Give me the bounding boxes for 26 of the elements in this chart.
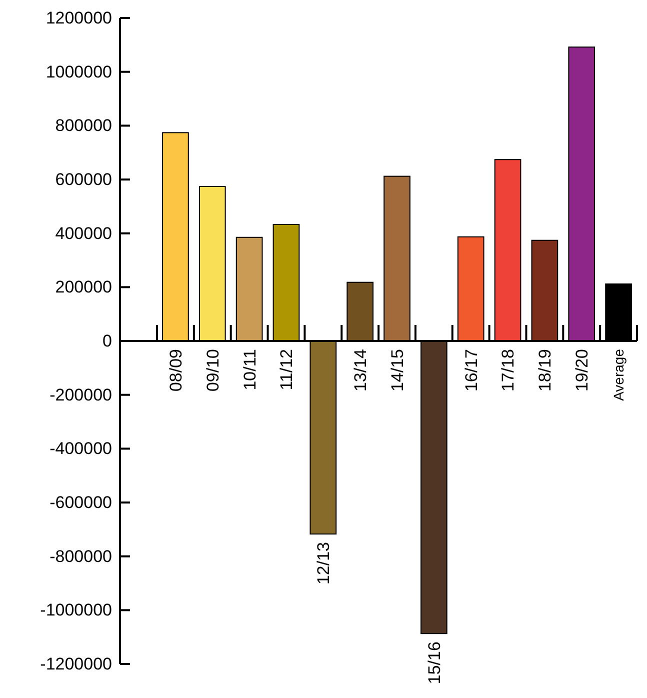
y-tick-label: -800000 (50, 546, 112, 566)
y-tick-label: -400000 (50, 439, 112, 458)
y-tick-label: 1200000 (46, 8, 112, 28)
y-tick-label: -1000000 (40, 600, 112, 620)
x-tick-label: 09/10 (203, 349, 222, 392)
x-tick-label: 11/12 (277, 349, 296, 390)
x-tick-label: 14/15 (388, 349, 407, 392)
y-tick-label: -200000 (50, 385, 112, 404)
x-tick-label: Average (610, 348, 626, 401)
y-tick-label: -600000 (50, 492, 112, 512)
x-tick-label: 18/19 (536, 349, 555, 392)
y-tick-label: 600000 (55, 170, 112, 189)
y-tick-label: 0 (102, 331, 112, 350)
x-tick-label: 12/13 (314, 542, 334, 585)
x-tick-label: 16/17 (462, 349, 481, 392)
y-tick-label: 400000 (55, 224, 112, 243)
x-tick-label: 17/18 (498, 349, 518, 392)
y-tick-label: 200000 (55, 278, 112, 297)
x-tick-label: 08/09 (166, 349, 186, 392)
y-tick-label: 1000000 (46, 62, 112, 82)
y-tick-label: -1200000 (40, 654, 112, 674)
x-tick-label: 13/14 (351, 349, 370, 392)
x-tick-label: 15/16 (424, 642, 444, 684)
y-tick-label: 800000 (55, 116, 112, 136)
x-tick-label: 19/20 (572, 349, 592, 392)
x-tick-label: 10/11 (240, 349, 260, 390)
